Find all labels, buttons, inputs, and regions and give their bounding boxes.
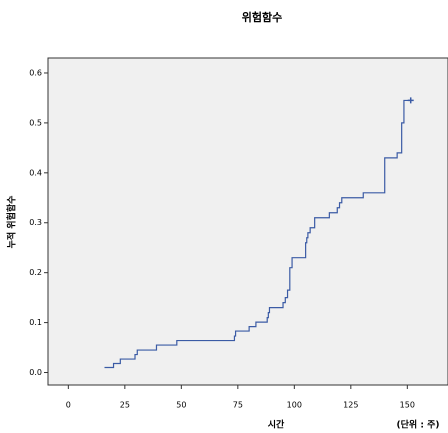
- censor-mark: [407, 97, 414, 104]
- y-tick-label: 0.5: [29, 118, 42, 127]
- y-tick-label: 0.0: [29, 368, 42, 377]
- y-tick-label: 0.3: [29, 218, 42, 227]
- x-tick-label: 75: [233, 401, 243, 410]
- plot-area: [47, 57, 448, 386]
- y-tick-label: 0.2: [29, 268, 42, 277]
- y-tick-label: 0.1: [29, 318, 42, 327]
- chart-title: 위험함수: [242, 10, 282, 24]
- y-tick-label: 0.6: [29, 68, 42, 77]
- step-line: [104, 99, 411, 369]
- x-tick-label: 100: [287, 401, 302, 410]
- x-tick-label: 0: [66, 401, 71, 410]
- y-tick-label: 0.4: [29, 168, 42, 177]
- annotation: (단위 : 주): [397, 419, 440, 431]
- y-axis-label: 누적 위험함수: [6, 196, 18, 249]
- x-tick-label: 150: [400, 401, 415, 410]
- x-tick-label: 125: [343, 401, 358, 410]
- x-tick-label: 25: [120, 401, 130, 410]
- x-tick-label: 50: [176, 401, 186, 410]
- x-axis-label: 시간: [268, 419, 285, 431]
